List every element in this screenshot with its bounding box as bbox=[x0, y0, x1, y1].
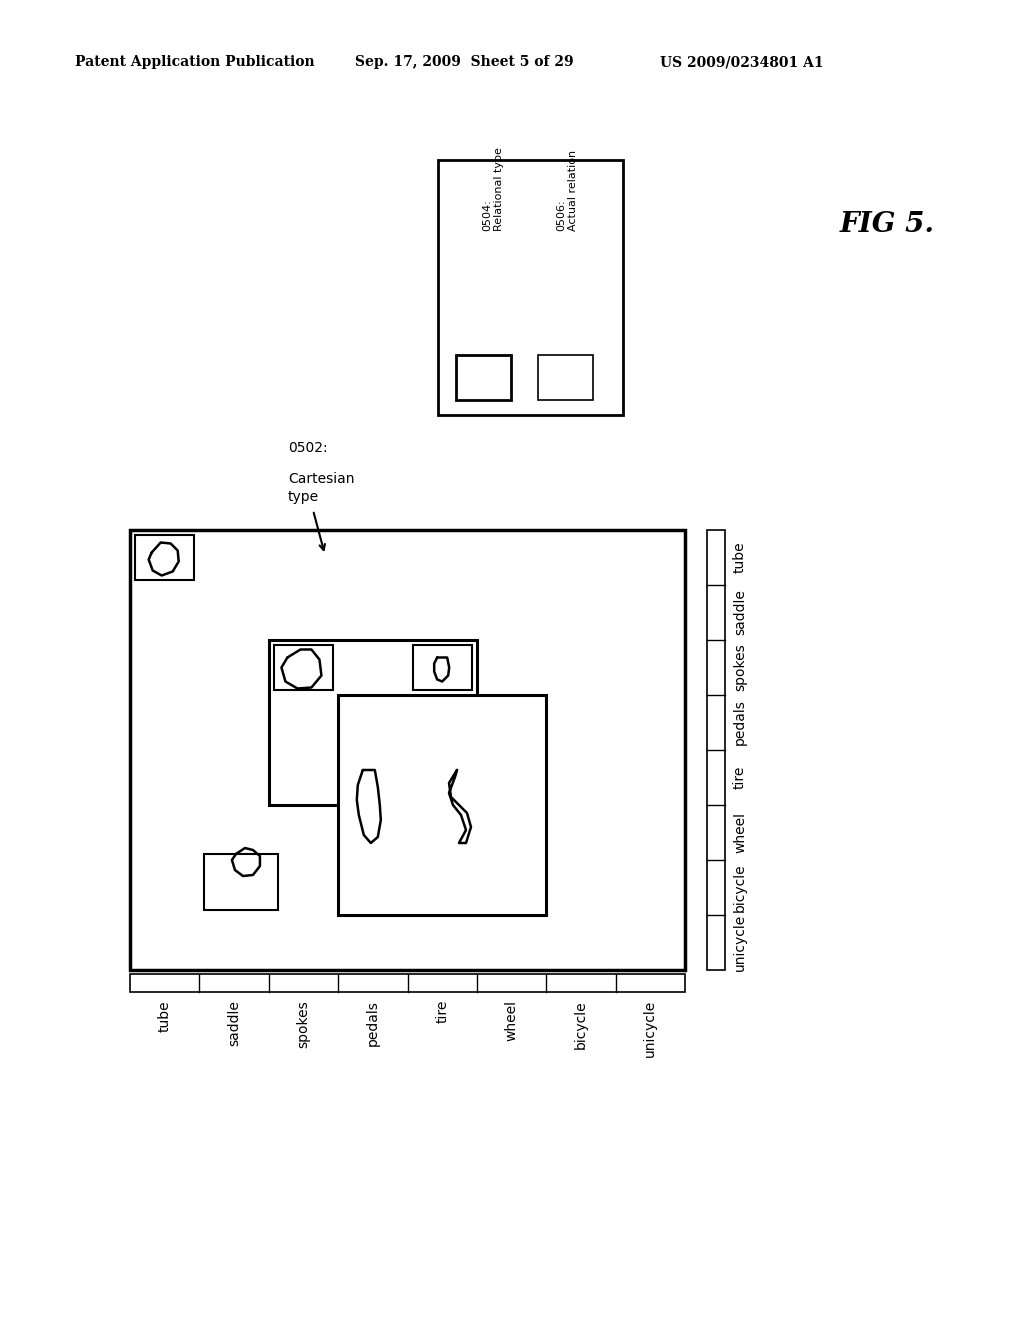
Bar bbox=[413, 645, 472, 690]
Text: saddle: saddle bbox=[227, 1001, 241, 1045]
Text: spokes: spokes bbox=[296, 1001, 310, 1048]
Text: type: type bbox=[288, 490, 319, 504]
Text: wheel: wheel bbox=[505, 1001, 518, 1041]
Bar bbox=[205, 854, 278, 909]
Text: tube: tube bbox=[158, 1001, 172, 1032]
Bar bbox=[135, 535, 195, 579]
Bar bbox=[130, 531, 685, 970]
Text: unicycle: unicycle bbox=[733, 913, 746, 972]
Text: Cartesian: Cartesian bbox=[288, 473, 354, 486]
Bar bbox=[130, 974, 685, 993]
Text: pedals: pedals bbox=[733, 700, 746, 746]
Text: 0504:
Relational type: 0504: Relational type bbox=[482, 148, 504, 231]
Text: 0506:
Actual relation: 0506: Actual relation bbox=[557, 150, 579, 231]
Bar bbox=[707, 531, 725, 970]
Text: tire: tire bbox=[435, 1001, 450, 1023]
Text: unicycle: unicycle bbox=[643, 1001, 657, 1057]
Bar bbox=[273, 645, 333, 690]
Text: Sep. 17, 2009  Sheet 5 of 29: Sep. 17, 2009 Sheet 5 of 29 bbox=[355, 55, 573, 69]
Text: US 2009/0234801 A1: US 2009/0234801 A1 bbox=[660, 55, 823, 69]
Text: tube: tube bbox=[733, 541, 746, 573]
Text: wheel: wheel bbox=[733, 812, 746, 853]
Bar bbox=[268, 640, 477, 805]
Bar bbox=[456, 355, 511, 400]
Text: spokes: spokes bbox=[733, 644, 746, 692]
Text: tire: tire bbox=[733, 766, 746, 789]
Text: Patent Application Publication: Patent Application Publication bbox=[75, 55, 314, 69]
Bar bbox=[338, 696, 546, 915]
Text: FIG 5.: FIG 5. bbox=[840, 211, 935, 239]
Bar bbox=[538, 355, 593, 400]
Text: bicycle: bicycle bbox=[733, 863, 746, 912]
Text: bicycle: bicycle bbox=[573, 1001, 588, 1048]
Text: 0502:: 0502: bbox=[288, 441, 328, 455]
Text: saddle: saddle bbox=[733, 590, 746, 635]
Text: pedals: pedals bbox=[366, 1001, 380, 1045]
Bar bbox=[438, 160, 623, 414]
